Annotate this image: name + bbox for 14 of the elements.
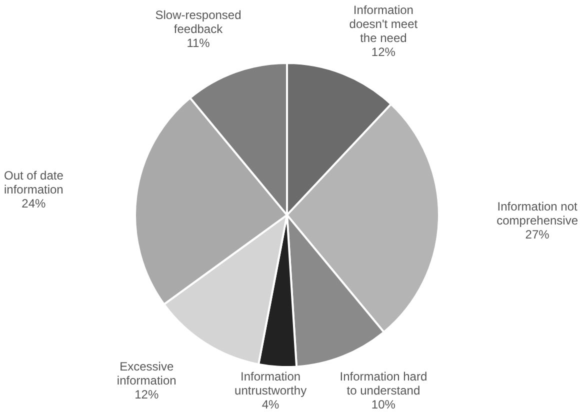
- slice-label: Excessive information: [116, 360, 176, 388]
- slice-label: Information untrustworthy: [234, 369, 307, 398]
- data-label: 12%: [371, 45, 396, 60]
- slice-label: Slow-responsed feedback: [155, 8, 242, 36]
- data-label: 10%: [371, 397, 396, 412]
- data-label: 11%: [186, 36, 210, 50]
- slice-label: Information not comprehensive: [496, 200, 578, 228]
- slice-label: Information doesn't meet the need: [349, 3, 418, 46]
- data-label: 12%: [134, 388, 159, 402]
- slice-label: Information hard to understand: [340, 369, 428, 398]
- data-label: 24%: [22, 196, 46, 211]
- data-label: 4%: [262, 397, 280, 412]
- slice-label: Out of date information: [4, 168, 64, 197]
- data-label: 27%: [525, 228, 550, 242]
